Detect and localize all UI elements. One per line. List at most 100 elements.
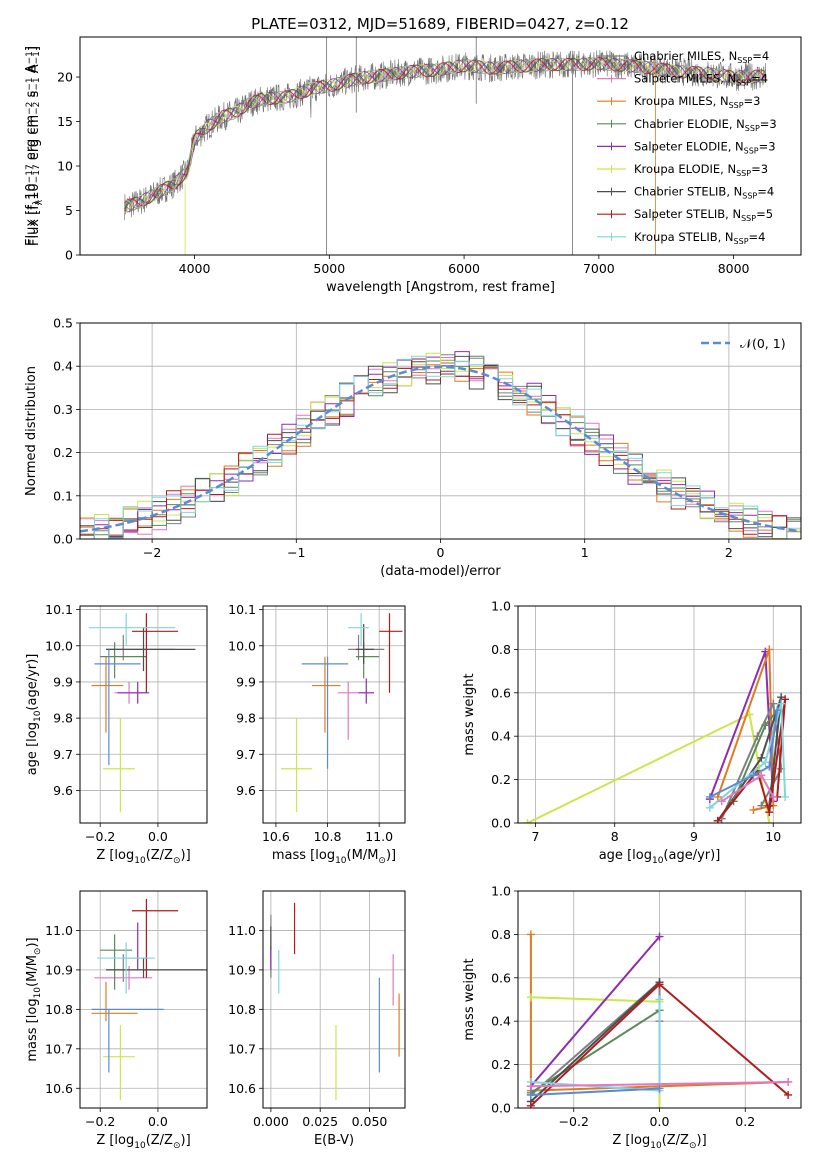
legend-label-sub: SSP (737, 56, 752, 65)
legend-label: Kroupa ELODIE, NSSP=3 (634, 162, 768, 178)
x-axis-label-part: 10 (652, 856, 664, 866)
plot-area (270, 902, 400, 1101)
weight-marker (757, 753, 766, 762)
weight-marker (705, 803, 714, 812)
weight-marker (769, 699, 778, 708)
y-tick-label: 9.6 (236, 783, 256, 798)
y-axis-label-part: −1 (25, 51, 35, 64)
axes-mass-vs-Z: −0.2 0.010.610.710.810.911.0Z [log10(Z/Z⊙… (25, 890, 208, 1151)
y-axis-label-part: s (24, 90, 39, 101)
y-tick-label: 10.0 (228, 638, 256, 653)
weight-marker (765, 808, 774, 817)
legend-label: Chabrier MILES, NSSP=4 (634, 49, 769, 65)
weight-marker (749, 805, 758, 814)
legend-label: Chabrier STELIB, NSSP=4 (634, 185, 774, 201)
y-tick-label: 10.1 (228, 602, 256, 617)
y-tick-label: 1.0 (491, 884, 511, 899)
y-axis-label-part: 10 (33, 710, 43, 722)
x-axis-label-part: (data-model)/error (380, 564, 501, 579)
legend-label-main: Kroupa STELIB, N (634, 230, 734, 244)
weight-marker (523, 819, 532, 823)
weight-series-4 (530, 1009, 661, 1094)
y-axis-label-part: s (27, 90, 42, 101)
legend-label-suffix: =4 (751, 72, 768, 86)
y-axis-label: mass [log10(M/M⊙)] (25, 937, 43, 1061)
x-tick-label: 8000 (718, 261, 750, 276)
axes-frame (79, 890, 208, 1109)
y-tick-label: 0.4 (53, 359, 73, 374)
y-tick-label: 10.7 (228, 1041, 256, 1056)
y-axis-label-part: −17 (32, 164, 42, 183)
x-axis-label-part: (M/M (347, 848, 379, 863)
legend-label-suffix: =3 (760, 117, 777, 131)
y-axis-label-part: A (24, 64, 39, 77)
legend-label-main: Kroupa ELODIE, N (634, 162, 736, 176)
x-axis-label-part: ⊙ (689, 1141, 697, 1151)
y-tick-label: 1.0 (491, 599, 511, 614)
legend-label-suffix: =5 (756, 207, 773, 221)
x-tick-label: 6000 (448, 261, 480, 276)
weight-marker (769, 792, 778, 801)
x-axis-label-part: ⊙ (173, 1141, 181, 1151)
y-tick-label: 10.7 (45, 1041, 73, 1056)
x-axis-label-part: E(B-V) (314, 1133, 354, 1148)
y-axis-label-part: erg cm (24, 115, 39, 164)
y-tick-label: 11.0 (228, 923, 256, 938)
histogram-8 (80, 355, 801, 539)
weight-marker (777, 699, 786, 708)
y-tick-label: 15 (57, 114, 73, 129)
x-tick-label: 10 (765, 829, 781, 844)
legend-label: 𝒩(0, 1) (740, 336, 786, 351)
y-axis-label-part: erg cm (27, 115, 42, 164)
y-tick-label: 0.6 (491, 685, 511, 700)
y-axis-label-part: λ (35, 199, 45, 205)
y-axis-label: age [log10(age/yr)] (25, 654, 43, 776)
x-axis-label: age [log10(age/yr)] (599, 848, 721, 866)
weight-series-5 (530, 981, 661, 1103)
x-axis-label: Z [log10(Z/Z⊙)] (612, 1133, 706, 1151)
y-axis-label: Flux [fλ10−17 erg cm−2 s−1 A−1] (24, 46, 42, 246)
x-axis-label: Z [log10(Z/Z⊙)] (96, 1133, 190, 1151)
axes-frame (517, 605, 802, 824)
weight-marker (655, 980, 664, 989)
y-axis-label-part: mass [log (25, 998, 40, 1061)
x-axis-label-part: Z [log (96, 1133, 134, 1148)
x-tick-label: 11.0 (365, 829, 393, 844)
plot-area (523, 645, 790, 823)
y-axis-label: Flux [fλ10−17 erg cm−2 s−1 A−1] (25, 46, 45, 246)
y-axis-label-part: Flux [f (27, 205, 42, 246)
legend-label-main: Salpeter MILES, N (634, 72, 736, 86)
y-axis-label-part: (M/M (25, 955, 40, 987)
y-axis-label-part: −1 (25, 77, 35, 90)
y-tick-label: 10.8 (45, 1002, 73, 1017)
plot-area (124, 37, 766, 255)
legend-label-main: Salpeter ELODIE, N (634, 139, 744, 153)
y-tick-label: 20 (57, 70, 73, 85)
x-tick-label: 5000 (313, 261, 345, 276)
y-tick-label: 9.8 (53, 711, 73, 726)
y-axis-label-part: ⊙ (33, 948, 43, 956)
x-tick-label: 0.0 (148, 829, 168, 844)
x-axis-label: wavelength [Angstrom, rest frame] (326, 280, 555, 295)
x-tick-label: 7000 (583, 261, 615, 276)
legend-label-main: Chabrier MILES, N (634, 49, 737, 63)
y-axis-label-part: mass weight (462, 673, 477, 755)
normal-reference-curve (80, 365, 801, 533)
x-axis-label: E(B-V) (314, 1133, 354, 1148)
legend-label-sub: SSP (729, 101, 744, 110)
y-tick-label: 5 (65, 203, 73, 218)
weight-marker (526, 1090, 535, 1099)
weight-marker (765, 645, 774, 654)
weight-series-9 (530, 1081, 789, 1088)
legend-label: Salpeter ELODIE, NSSP=3 (634, 139, 776, 155)
x-axis-label-part: ⊙ (378, 856, 386, 866)
y-tick-label: 0.6 (491, 970, 511, 985)
y-axis-label: Normed distribution (24, 366, 39, 496)
x-axis-label-part: (Z/Z (146, 848, 173, 863)
x-axis-label: Z [log10(Z/Z⊙)] (96, 848, 190, 866)
weight-marker (781, 792, 790, 801)
weight-marker (526, 930, 535, 939)
y-axis-label-part: Normed distribution (24, 366, 39, 496)
